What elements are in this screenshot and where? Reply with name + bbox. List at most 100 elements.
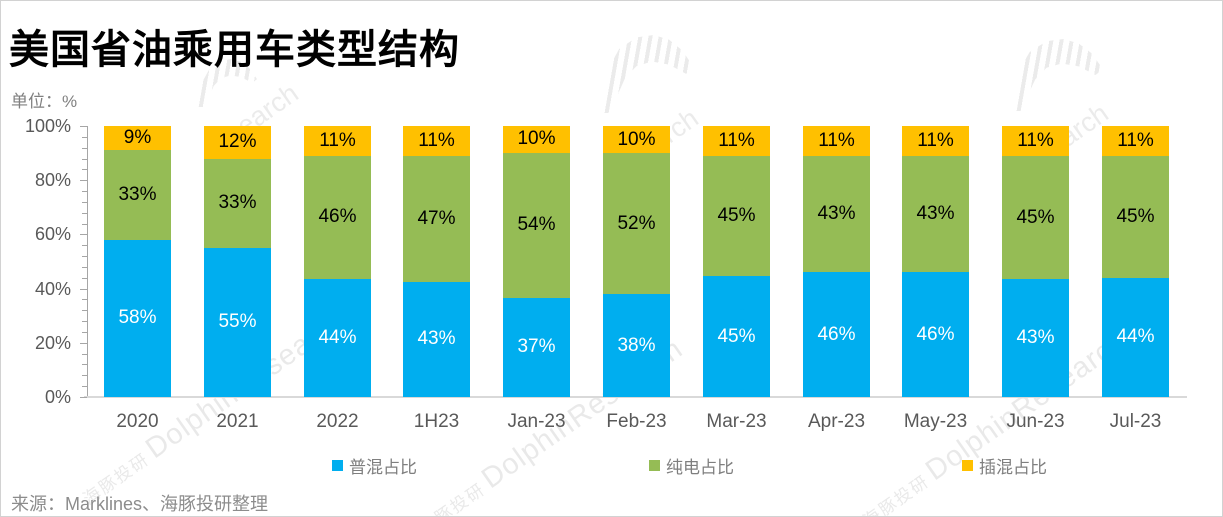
bar-segment-普混占比	[703, 276, 770, 397]
bar-segment-label: 37%	[517, 336, 556, 358]
bar-segment-纯电占比	[1102, 155, 1169, 278]
y-axis-tick	[82, 310, 87, 312]
bar-segment-label: 11%	[418, 129, 455, 151]
y-axis-tick	[82, 147, 87, 149]
bar-segment-纯电占比	[902, 155, 969, 273]
bar-segment-label: 38%	[617, 334, 656, 356]
bar-segment-普混占比	[1102, 277, 1169, 397]
y-axis-tick	[82, 245, 87, 247]
y-axis-tick	[80, 342, 87, 344]
bar-segment-插混占比	[204, 126, 271, 159]
bar-segment-纯电占比	[204, 158, 271, 248]
y-axis-tick	[82, 158, 87, 160]
x-axis-category-label: Mar-23	[706, 411, 767, 432]
y-axis-tick	[82, 256, 87, 258]
bar-segment-label: 45%	[1116, 205, 1155, 227]
bar-segment-label: 11%	[917, 129, 954, 151]
bar-segment-label: 33%	[218, 192, 257, 214]
chart-title: 美国省油乘用车类型结构	[9, 28, 460, 72]
bar-segment-label: 55%	[218, 311, 257, 333]
y-axis-line	[87, 126, 88, 398]
bar-segment-纯电占比	[503, 152, 570, 298]
bar-segment-普混占比	[1002, 279, 1069, 397]
bar-segment-label: 45%	[1016, 206, 1055, 228]
bar-segment-插混占比	[1002, 126, 1069, 157]
y-axis-tick	[80, 180, 87, 182]
y-axis-tick-label: 20%	[34, 332, 71, 353]
bar-segment-普混占比	[803, 272, 870, 397]
bar-segment-label: 52%	[617, 212, 656, 234]
bar-segment-label: 47%	[417, 207, 456, 229]
bar-segment-label: 44%	[318, 326, 357, 348]
bar-segment-纯电占比	[304, 155, 371, 279]
y-axis-tick	[82, 223, 87, 225]
bar-segment-插混占比	[104, 126, 171, 151]
x-axis-category-label: 2021	[216, 411, 259, 432]
bar-segment-插混占比	[403, 126, 470, 156]
y-axis-tick	[80, 234, 87, 236]
bar-segment-纯电占比	[803, 155, 870, 273]
y-axis-tick	[82, 353, 87, 355]
bar-segment-普混占比	[503, 297, 570, 397]
bar-segment-纯电占比	[104, 150, 171, 240]
bar-segment-label: 11%	[1017, 130, 1054, 152]
bar-segment-label: 43%	[916, 203, 955, 225]
x-axis-category-label: Apr-23	[807, 411, 866, 432]
y-axis-tick	[82, 277, 87, 279]
bar-segment-label: 11%	[818, 129, 855, 151]
bar-segment-label: 46%	[916, 323, 955, 345]
bar-segment-label: 10%	[517, 128, 556, 150]
y-axis-tick-label: 60%	[34, 224, 71, 245]
unit-label: 单位：%	[11, 92, 78, 111]
x-axis-category-label: Jun-23	[1006, 411, 1065, 432]
legend-swatch-hybrid	[332, 460, 343, 471]
y-axis-tick-label: 80%	[34, 170, 71, 191]
x-axis-category-label: Jan-23	[507, 411, 566, 432]
bar-segment-label: 11%	[319, 129, 356, 151]
y-axis-tick	[82, 212, 87, 214]
y-axis-tick	[82, 266, 87, 268]
y-axis-tick	[82, 299, 87, 301]
bar-segment-插混占比	[304, 126, 371, 156]
bar-segment-label: 46%	[318, 206, 357, 228]
y-axis-tick	[80, 126, 87, 127]
x-axis-category-label: Jul-23	[1109, 411, 1162, 432]
bar-segment-插混占比	[803, 126, 870, 156]
y-axis-tick	[82, 191, 87, 193]
bar-segment-label: 44%	[1116, 326, 1155, 348]
bar-segment-label: 9%	[123, 127, 152, 149]
y-axis-tick	[82, 136, 87, 138]
bar-segment-插混占比	[703, 126, 770, 156]
source-label: 来源：Marklines、海豚投研整理	[11, 494, 269, 514]
bar-segment-label: 10%	[617, 128, 656, 150]
legend-item-hybrid: 普混占比	[332, 453, 417, 478]
x-axis-line	[84, 396, 1187, 398]
y-axis-tick	[80, 288, 87, 290]
x-axis-category-label: Feb-23	[606, 411, 667, 432]
legend-item-phev: 插混占比	[962, 453, 1047, 478]
bar-segment-label: 33%	[118, 184, 157, 206]
y-axis-tick	[82, 169, 87, 171]
y-axis-tick	[80, 397, 87, 398]
bar-segment-label: 45%	[717, 204, 756, 226]
bar-segment-普混占比	[304, 278, 371, 397]
y-axis-tick-label: 40%	[34, 278, 71, 299]
bar-segment-插混占比	[603, 126, 670, 154]
bar-segment-纯电占比	[403, 155, 470, 282]
bar-segment-label: 46%	[817, 323, 856, 345]
y-axis-tick	[82, 364, 87, 366]
bar-segment-插混占比	[503, 126, 570, 153]
y-axis-tick	[82, 386, 87, 388]
y-axis-tick-label: 0%	[44, 387, 71, 407]
bar-segment-普混占比	[603, 294, 670, 397]
y-axis-tick-label: 100%	[24, 116, 71, 136]
bar-segment-label: 43%	[817, 203, 856, 225]
y-axis-tick	[82, 201, 87, 203]
bar-segment-普混占比	[403, 281, 470, 397]
bar-segment-普混占比	[902, 272, 969, 397]
bar-segment-插混占比	[1102, 126, 1169, 156]
bar-segment-label: 12%	[218, 131, 257, 153]
bar-segment-普混占比	[204, 247, 271, 397]
